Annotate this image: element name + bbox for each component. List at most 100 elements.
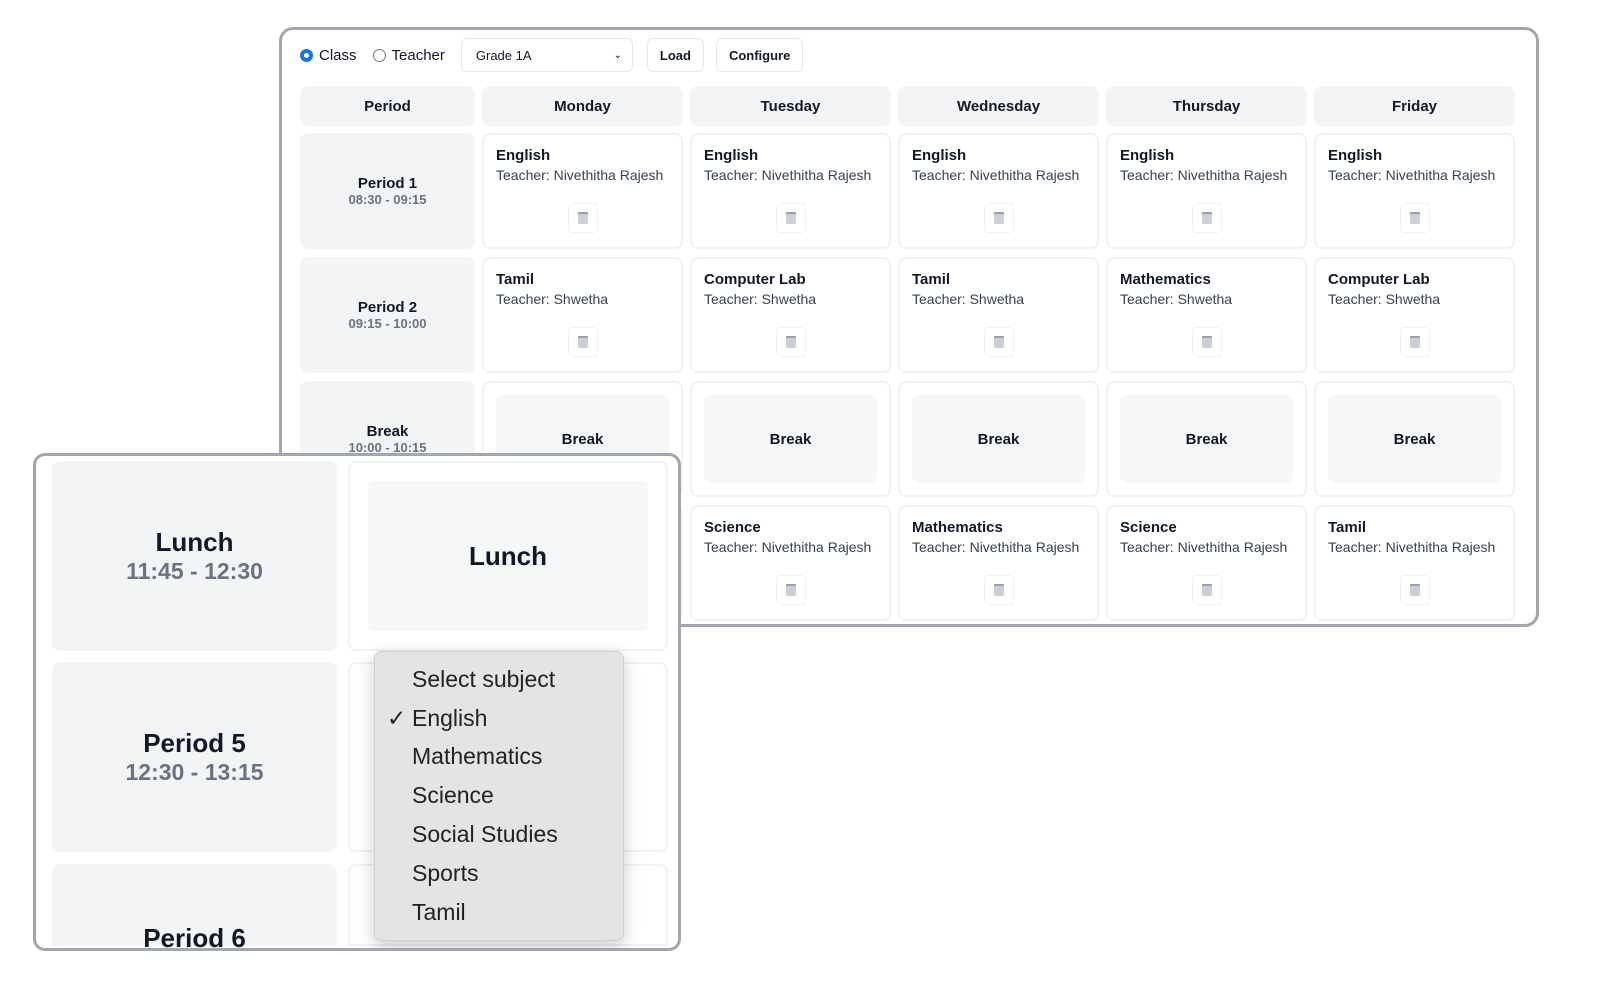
delete-button[interactable] [983,575,1014,605]
delete-button[interactable] [1399,575,1430,605]
dropdown-option[interactable]: Sports [375,854,623,893]
teacher-name: Teacher: Shwetha [1120,291,1233,307]
teacher-name: Teacher: Nivethitha Rajesh [1328,539,1496,555]
break-slot: Break [1106,381,1307,497]
trash-icon [993,584,1004,596]
subject-name: Mathematics [912,519,1003,536]
delete-button[interactable] [567,203,598,233]
delete-button[interactable] [1191,327,1222,357]
teacher-name: Teacher: Nivethitha Rajesh [912,539,1080,555]
radio-teacher[interactable]: Teacher [372,46,445,64]
radio-label: Class [319,46,357,64]
timetable-slot[interactable]: Computer Lab Teacher: Shwetha [690,257,891,373]
timetable-slot[interactable]: Tamil Teacher: Nivethitha Rajesh [1314,505,1515,621]
dropdown-option[interactable]: Social Studies [375,815,623,854]
option-label: English [412,704,488,731]
timetable-slot[interactable]: Tamil Teacher: Shwetha [898,257,1099,373]
column-header-period: Period [300,86,475,126]
column-header-wednesday: Wednesday [898,86,1099,126]
delete-button[interactable] [567,327,598,357]
subject-name: English [912,147,967,164]
lunch-label: Lunch [368,481,648,631]
trash-icon [993,336,1004,348]
radio-indicator[interactable] [300,48,313,62]
teacher-name: Teacher: Shwetha [704,291,817,307]
period-name: Period 5 [143,728,246,758]
timetable-slot[interactable]: English Teacher: Nivethitha Rajesh [482,133,683,249]
class-select[interactable]: Grade 1A ⌄ [460,38,633,72]
toolbar: Class Teacher Grade 1A ⌄ Load Configure [300,38,809,72]
period-time: 08:30 - 09:15 [348,192,427,207]
timetable-slot[interactable]: Mathematics Teacher: Shwetha [1106,257,1307,373]
subject-name: Science [704,519,761,536]
dropdown-option[interactable]: Mathematics [375,738,623,777]
period-time: 12:30 - 13:15 [125,759,264,785]
period-cell: Period 2 09:15 - 10:00 [300,257,475,373]
option-label: Science [412,782,494,809]
option-label: Select subject [412,665,556,692]
period-name: Lunch [155,527,234,557]
teacher-name: Teacher: Shwetha [912,291,1025,307]
period-cell-5: Period 5 12:30 - 13:15 [52,662,337,852]
subject-name: Computer Lab [1328,271,1430,288]
delete-button[interactable] [775,327,806,357]
break-slot: Break [690,381,891,497]
configure-button[interactable]: Configure [715,38,804,72]
column-header-friday: Friday [1314,86,1515,126]
delete-button[interactable] [1191,575,1222,605]
delete-button[interactable] [983,203,1014,233]
chevron-down-icon: ⌄ [613,49,622,61]
delete-button[interactable] [1191,203,1222,233]
period-name: Period 6 [143,923,246,951]
delete-button[interactable] [983,327,1014,357]
subject-name: Tamil [912,271,951,288]
dropdown-option[interactable]: Tamil [375,893,623,932]
trash-icon [577,336,588,348]
subject-name: Science [1120,519,1177,536]
timetable-slot[interactable]: English Teacher: Nivethitha Rajesh [690,133,891,249]
timetable-slot[interactable]: Science Teacher: Nivethitha Rajesh [690,505,891,621]
timetable-slot[interactable]: Science Teacher: Nivethitha Rajesh [1106,505,1307,621]
delete-button[interactable] [775,203,806,233]
trash-icon [785,336,796,348]
delete-button[interactable] [1399,327,1430,357]
teacher-name: Teacher: Shwetha [1328,291,1441,307]
load-button[interactable]: Load [646,38,704,72]
timetable-slot[interactable]: English Teacher: Nivethitha Rajesh [898,133,1099,249]
timetable-slot[interactable]: Computer Lab Teacher: Shwetha [1314,257,1515,373]
subject-name: English [1120,147,1175,164]
period-cell-6: Period 6 [52,864,337,951]
radio-indicator[interactable] [372,48,386,62]
timetable-slot[interactable]: English Teacher: Nivethitha Rajesh [1106,133,1307,249]
teacher-name: Teacher: Nivethitha Rajesh [1328,167,1496,183]
subject-name: English [496,147,551,164]
option-label: Social Studies [412,821,558,848]
period-time: 10:00 - 10:15 [348,440,427,455]
delete-button[interactable] [775,575,806,605]
dropdown-option[interactable]: ✓ English [375,699,623,738]
trash-icon [993,212,1004,224]
delete-button[interactable] [1399,203,1430,233]
teacher-name: Teacher: Nivethitha Rajesh [1120,539,1288,555]
subject-name: English [704,147,759,164]
dropdown-option[interactable]: Science [375,776,623,815]
radio-class[interactable]: Class [300,47,357,64]
trash-icon [1409,336,1420,348]
subject-name: English [1328,147,1383,164]
period-name: Period 2 [357,299,418,316]
break-label: Break [704,395,877,483]
subject-name: Mathematics [1120,271,1211,288]
trash-icon [785,584,796,596]
break-label: Break [1120,395,1293,483]
break-label: Break [912,395,1085,483]
option-label: Tamil [412,898,466,925]
dropdown-option[interactable]: Select subject [375,660,623,699]
timetable-slot[interactable]: English Teacher: Nivethitha Rajesh [1314,133,1515,249]
timetable-slot[interactable]: Tamil Teacher: Shwetha [482,257,683,373]
break-label: Break [1328,395,1501,483]
timetable-slot[interactable]: Mathematics Teacher: Nivethitha Rajesh [898,505,1099,621]
period-cell: Period 1 08:30 - 09:15 [300,133,475,249]
subject-dropdown-menu[interactable]: Select subject ✓ English Mathematics Science… [374,651,624,941]
radio-label: Teacher [391,46,445,64]
period-name: Period 1 [357,175,418,192]
